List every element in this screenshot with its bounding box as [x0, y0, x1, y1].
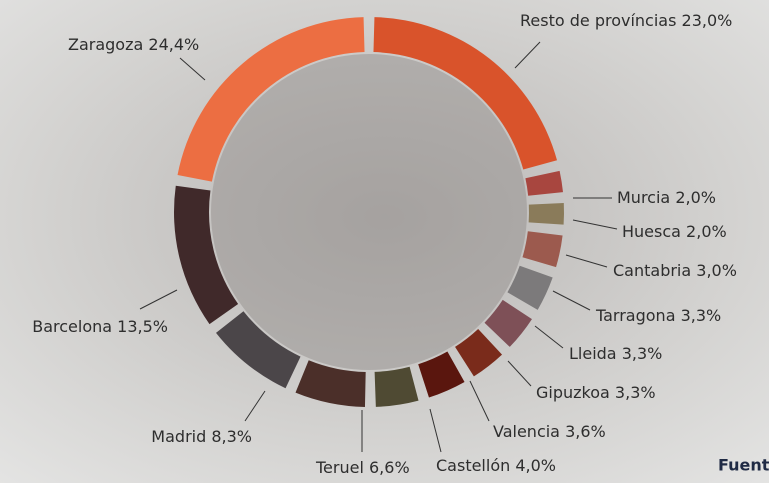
value-label: 3,6%: [565, 422, 606, 441]
segment-label: Cantabria 3,0%: [613, 261, 737, 280]
value-label: 6,6%: [369, 458, 410, 477]
value-label: 3,0%: [696, 261, 737, 280]
category-name: Barcelona: [32, 317, 112, 336]
category-name: Zaragoza: [68, 35, 143, 54]
category-name: Madrid: [151, 427, 206, 446]
value-label: 4,0%: [515, 456, 556, 475]
category-name: Lleida: [569, 344, 617, 363]
category-name: Gipuzkoa: [536, 383, 610, 402]
segment-label: Castellón 4,0%: [436, 456, 556, 475]
category-name: Huesca: [622, 222, 681, 241]
donut-segment: [529, 203, 564, 225]
value-label: 2,0%: [675, 188, 716, 207]
value-label: 2,0%: [686, 222, 727, 241]
center-photo: [211, 54, 527, 370]
category-name: Cantabria: [613, 261, 691, 280]
value-label: 24,4%: [148, 35, 199, 54]
value-label: 23,0%: [682, 11, 733, 30]
category-name: Teruel: [315, 458, 364, 477]
segment-label: Zaragoza 24,4%: [68, 35, 199, 54]
category-name: Castellón: [436, 456, 510, 475]
page: Resto de províncias 23,0%Murcia 2,0%Hues…: [0, 0, 769, 483]
category-name: Valencia: [493, 422, 560, 441]
segment-label: Tarragona 3,3%: [595, 306, 721, 325]
segment-label: Huesca 2,0%: [622, 222, 727, 241]
segment-label: Valencia 3,6%: [493, 422, 606, 441]
segment-label: Murcia 2,0%: [617, 188, 716, 207]
segment-label: Gipuzkoa 3,3%: [536, 383, 656, 402]
value-label: 3,3%: [615, 383, 656, 402]
category-name: Murcia: [617, 188, 670, 207]
chart: Resto de províncias 23,0%Murcia 2,0%Hues…: [0, 0, 769, 483]
value-label: 8,3%: [211, 427, 252, 446]
value-label: 3,3%: [681, 306, 722, 325]
category-name: Resto de províncias: [520, 11, 676, 30]
category-name: Tarragona: [595, 306, 676, 325]
value-label: 13,5%: [117, 317, 168, 336]
segment-label: Madrid 8,3%: [151, 427, 252, 446]
value-label: 3,3%: [622, 344, 663, 363]
source: Fuent: [718, 456, 769, 475]
segment-label: Resto de províncias 23,0%: [520, 11, 732, 30]
segment-label: Barcelona 13,5%: [32, 317, 168, 336]
segment-label: Lleida 3,3%: [569, 344, 662, 363]
segment-label: Teruel 6,6%: [315, 458, 410, 477]
